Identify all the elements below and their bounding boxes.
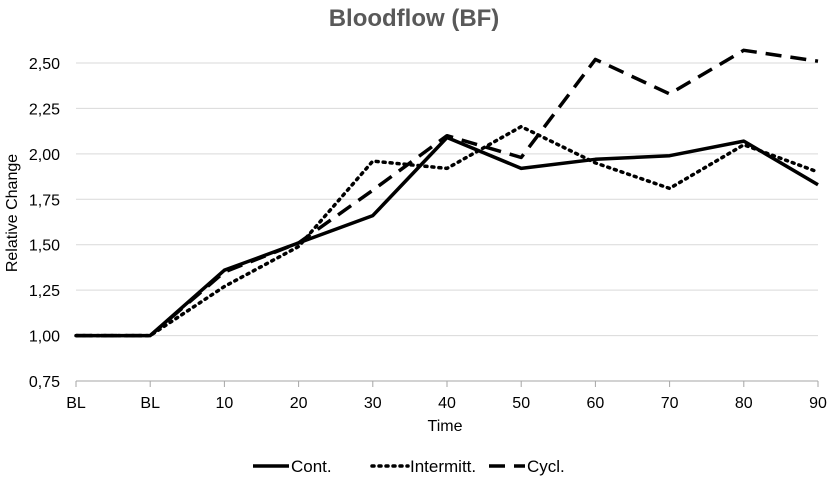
y-tick-label: 1,50 [29,238,60,255]
gridlines [76,62,818,337]
legend: Cont. Intermitt. Cycl. [253,457,565,476]
x-axis-label: Time [428,418,463,435]
y-tick-label: 2,25 [29,101,60,118]
x-tick-label: 10 [216,395,234,412]
x-tick-label: 70 [661,395,679,412]
x-axis [75,380,819,387]
x-tick-label: 50 [512,395,530,412]
y-tick-label: 1,25 [29,283,60,300]
x-tick-label: 60 [587,395,605,412]
y-tick-label: 1,75 [29,192,60,209]
series-line-intermitt [74,124,820,338]
y-tick-labels: 0,75 1,00 1,25 1,50 1,75 2,00 2,25 2,50 [29,56,60,391]
y-tick-label: 2,50 [29,56,60,73]
y-tick-label: 1,00 [29,329,60,346]
chart-title: Bloodflow (BF) [329,5,500,32]
y-axis-label: Relative Change [4,154,21,272]
x-tick-label: 80 [735,395,753,412]
x-tick-label: BL [140,395,160,412]
y-tick-label: 2,00 [29,147,60,164]
series-lines [74,48,820,338]
y-tick-label: 0,75 [29,374,60,391]
x-tick-label: BL [66,395,86,412]
legend-label: Cycl. [527,457,565,476]
legend-label: Intermitt. [410,457,476,476]
x-tick-labels: BL BL 10 20 30 40 50 60 70 80 90 [66,395,827,412]
series-line-cycl [76,48,819,338]
x-tick-label: 30 [364,395,382,412]
x-tick-label: 90 [809,395,827,412]
legend-label: Cont. [291,457,332,476]
x-tick-label: 40 [438,395,456,412]
x-tick-label: 20 [290,395,308,412]
